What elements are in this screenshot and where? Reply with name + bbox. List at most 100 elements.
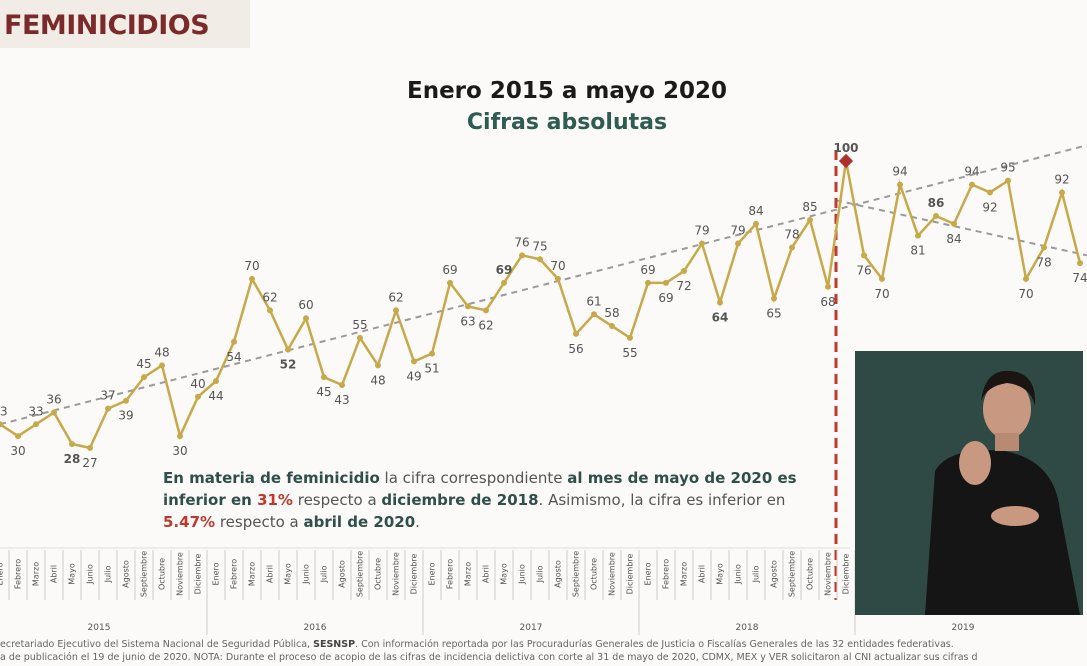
data-point-highlight [838, 153, 854, 169]
data-label: 94 [892, 165, 907, 179]
month-label: Septiembre [140, 551, 149, 597]
data-point [879, 275, 885, 282]
year-label: 2018 [736, 623, 759, 633]
month-label: Noviembre [176, 552, 185, 596]
data-point [861, 252, 867, 259]
data-label: 78 [784, 227, 799, 241]
month-label: Abril [50, 565, 59, 583]
data-point [1005, 177, 1011, 184]
data-point [393, 307, 399, 314]
data-point [897, 181, 903, 188]
data-point [915, 232, 921, 239]
data-label: 70 [1018, 287, 1033, 301]
data-label: 55 [622, 346, 637, 360]
data-label: 70 [244, 259, 259, 273]
data-point [807, 216, 813, 223]
data-point [1023, 275, 1029, 282]
data-label: 92 [982, 200, 997, 214]
data-point [177, 433, 183, 440]
note-bold: En materia de feminicidio [163, 469, 380, 487]
data-point [1059, 189, 1065, 196]
data-point [87, 444, 93, 451]
month-label: Septiembre [572, 551, 581, 597]
month-label: Diciembre [194, 554, 203, 595]
month-label: Agosto [122, 560, 131, 588]
data-point [663, 279, 669, 286]
data-label: 39 [118, 409, 133, 423]
note-percent: 5.47% [163, 513, 216, 531]
month-label: Febrero [230, 559, 239, 589]
month-label: Agosto [770, 560, 779, 588]
data-label: 55 [352, 318, 367, 332]
data-point [15, 433, 21, 440]
data-point [645, 279, 651, 286]
data-point [483, 307, 489, 314]
data-point [411, 358, 417, 365]
data-point [771, 295, 777, 302]
month-label: Febrero [14, 559, 23, 589]
month-label: Septiembre [788, 551, 797, 597]
data-label: 63 [460, 314, 475, 328]
interpreter-figure [925, 370, 1080, 615]
data-point [0, 421, 3, 428]
month-label: Noviembre [392, 552, 401, 596]
month-label: Diciembre [410, 554, 419, 595]
note-text: . [415, 513, 420, 531]
data-label: 56 [568, 342, 583, 356]
data-label: 70 [550, 259, 565, 273]
data-point [987, 189, 993, 196]
month-label: Julio [752, 566, 761, 584]
footer-bold: SESNSP [313, 639, 356, 650]
data-point [375, 362, 381, 369]
data-label: 68 [820, 295, 835, 309]
month-label: Mayo [716, 563, 725, 585]
data-label: 94 [964, 165, 979, 179]
data-point [555, 275, 561, 282]
data-label: 51 [424, 362, 439, 376]
data-label: 62 [478, 318, 493, 332]
month-label: Septiembre [356, 551, 365, 597]
data-point [339, 382, 345, 389]
data-point [933, 213, 939, 220]
data-point [951, 220, 957, 227]
chart-title: Enero 2015 a mayo 2020 [407, 78, 727, 104]
data-point [699, 240, 705, 247]
data-label: 76 [514, 235, 529, 249]
data-label: 62 [262, 290, 277, 304]
data-label: 86 [928, 196, 945, 210]
note-text: . Asimismo, la cifra es inferior en [538, 491, 786, 509]
data-label: 45 [316, 385, 331, 399]
data-label: 52 [280, 358, 297, 372]
month-label: Agosto [338, 560, 347, 588]
data-label: 54 [226, 350, 241, 364]
data-label: 84 [946, 232, 961, 246]
month-label: Marzo [32, 562, 41, 586]
note-text: respecto a [215, 513, 304, 531]
data-label: 72 [676, 279, 691, 293]
data-point [69, 440, 75, 447]
data-label: 69 [658, 291, 673, 305]
data-point [591, 311, 597, 318]
month-label: Julio [320, 566, 329, 584]
data-label: 79 [730, 224, 745, 238]
data-point [789, 244, 795, 251]
month-label: Marzo [680, 562, 689, 586]
data-label: 58 [604, 306, 619, 320]
data-point [105, 405, 111, 412]
note-text: la cifra correspondiente [379, 469, 568, 487]
data-label: 33 [0, 404, 8, 418]
note-bold: diciembre de 2018 [381, 491, 539, 509]
month-label: Abril [266, 565, 275, 583]
line-chart: 3330333628273739454830404454706252604543… [0, 141, 1087, 635]
data-point [213, 378, 219, 385]
data-point [141, 374, 147, 381]
data-point [753, 220, 759, 227]
month-label: Octubre [158, 558, 167, 590]
summary-note: En materia de feminicidio la cifra corre… [163, 467, 823, 533]
year-label: 2015 [88, 623, 111, 633]
month-label: Diciembre [842, 554, 851, 595]
month-label: Abril [698, 565, 707, 583]
data-label: 61 [586, 294, 601, 308]
data-label: 48 [370, 373, 385, 387]
data-label: 62 [388, 290, 403, 304]
